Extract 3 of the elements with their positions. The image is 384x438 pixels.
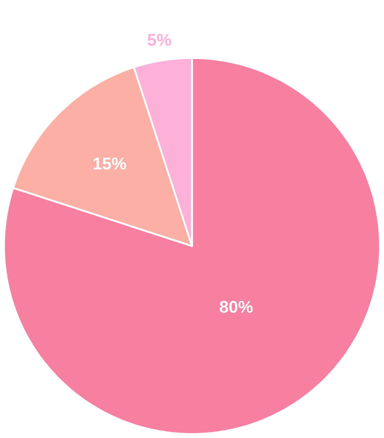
data-label: 80% <box>220 300 253 313</box>
data-label: 5% <box>148 34 172 46</box>
data-label: 15% <box>94 158 126 170</box>
